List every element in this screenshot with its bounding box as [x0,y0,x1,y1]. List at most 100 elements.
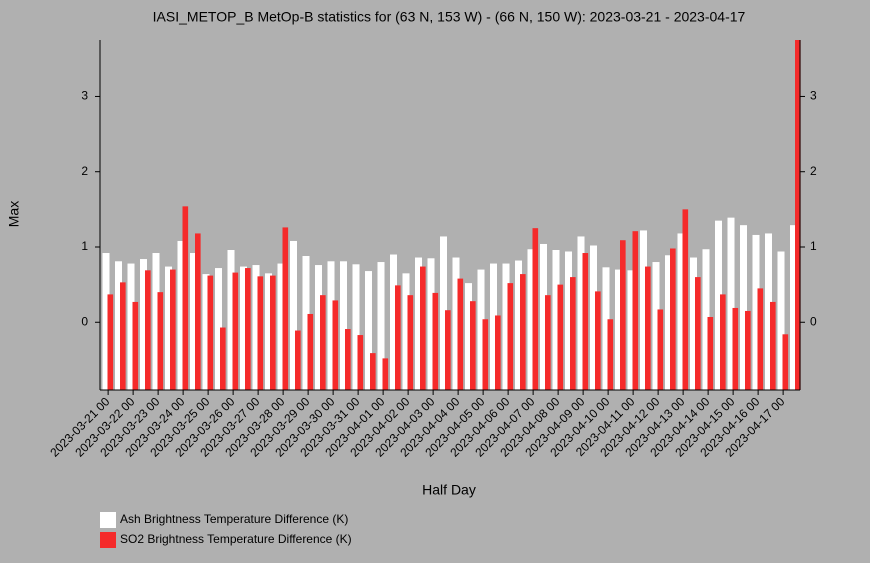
bar [677,233,685,390]
bar [145,270,151,390]
bar [132,301,139,390]
bar [377,262,385,390]
bar [682,209,689,390]
bar [527,249,535,390]
bar [215,268,222,390]
bar [227,250,235,390]
bar [265,273,272,390]
bar [707,316,714,390]
bar [240,266,247,390]
bar [757,288,764,390]
bar [540,243,547,390]
x-axis-label: Half Day [422,482,476,498]
bar [365,271,372,390]
bar [315,265,322,390]
bar [102,253,110,390]
bar [765,233,772,390]
bar [715,220,722,390]
y-tick-label: 2 [81,164,88,178]
bar [657,309,664,390]
bar [752,234,760,390]
bar [502,263,510,390]
bar [320,295,326,390]
bar [202,274,210,390]
bar [415,257,422,390]
bar [482,319,489,390]
bar [107,294,114,390]
bar [545,295,551,390]
bar [782,334,789,390]
y-tick-label: 3 [81,89,88,103]
bar [770,301,776,390]
y-tick-label: 0 [81,314,88,328]
bar [357,335,364,390]
bar [632,231,639,390]
bar [745,310,751,390]
bar [332,300,339,390]
bar [165,266,172,390]
bar [282,227,289,390]
bar [182,206,189,390]
bar [665,255,672,390]
bar [570,277,576,390]
bar [390,254,397,390]
bar [120,282,126,390]
bar [515,260,522,390]
bar [602,267,610,390]
bar [407,295,414,390]
y-tick-label: 1 [81,239,88,253]
bar [670,248,676,390]
bar [577,236,585,390]
bar [582,253,589,390]
bar [245,268,251,390]
y2-tick-label: 0 [810,314,817,328]
bar [290,240,297,390]
bar [640,230,647,390]
bar [170,269,176,390]
bar [452,257,460,390]
bar [152,253,160,390]
bar [127,263,135,390]
bar [340,261,347,390]
bar [627,270,635,390]
bar [652,262,660,390]
bar [432,292,439,390]
bar [740,225,747,390]
bar [732,307,739,390]
bar [420,266,426,390]
chart-title: IASI_METOP_B MetOp-B statistics for (63 … [153,9,746,25]
bar [270,275,276,390]
bar [157,292,164,390]
bar [727,217,735,390]
bar [795,40,801,390]
y-axis-label: Max [6,201,22,227]
bar [427,258,435,390]
bar [277,263,285,390]
y2-tick-label: 2 [810,164,817,178]
bar [252,265,260,390]
bar [695,277,701,390]
y2-tick-label: 3 [810,89,817,103]
bar [370,353,376,390]
bar [595,291,601,390]
bar [307,313,314,390]
bar [257,276,264,390]
bar [720,294,726,390]
bar [327,261,335,390]
legend-swatch [100,512,116,528]
legend-label: SO2 Brightness Temperature Difference (K… [120,532,352,546]
bar [395,285,401,390]
bar [295,330,301,390]
bar [507,283,514,390]
bar [777,251,785,390]
bar [190,253,197,390]
bar [702,249,710,390]
bar [557,284,564,390]
bar [352,264,360,390]
legend-swatch [100,532,116,548]
bar [620,240,626,390]
bar [690,257,697,390]
bar [382,358,389,390]
bar [470,301,476,390]
